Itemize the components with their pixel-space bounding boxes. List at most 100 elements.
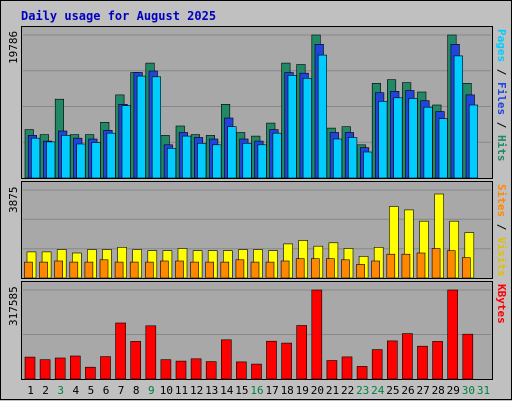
bar-kbytes-day-13 <box>205 361 217 380</box>
x-tick-label: 23 <box>356 384 369 397</box>
legend-part: / <box>495 115 508 135</box>
bar-sites-day-24 <box>371 260 381 279</box>
bar-pages-day-1 <box>31 137 41 179</box>
bar-sites-day-20 <box>310 258 320 279</box>
bar-sites-day-27 <box>416 252 426 279</box>
bar-sites-day-7 <box>114 261 124 279</box>
x-tick-label: 10 <box>160 384 173 397</box>
legend-part: Hits <box>495 135 508 162</box>
bar-kbytes-day-28 <box>432 341 443 380</box>
bar-pages-day-19 <box>302 78 312 179</box>
bar-kbytes-day-15 <box>236 361 247 380</box>
bar-kbytes-day-10 <box>160 359 172 380</box>
bar-sites-day-8 <box>129 261 139 279</box>
bar-pages-day-15 <box>242 143 252 179</box>
bar-pages-day-17 <box>272 132 282 179</box>
bar-kbytes-day-29 <box>447 289 459 380</box>
bar-kbytes-day-2 <box>39 359 51 380</box>
bar-pages-day-8 <box>136 75 146 179</box>
x-tick-label: 13 <box>205 384 218 397</box>
bar-kbytes-day-16 <box>251 363 262 380</box>
hits-legend-label: Pages / Files / Hits <box>495 29 508 162</box>
bar-sites-day-15 <box>235 259 245 279</box>
bar-kbytes-day-1 <box>24 356 36 380</box>
bar-pages-day-14 <box>227 126 237 179</box>
x-tick-label: 25 <box>386 384 399 397</box>
bar-pages-day-20 <box>317 54 328 179</box>
bar-pages-day-3 <box>61 135 71 179</box>
bar-pages-day-25 <box>393 97 403 179</box>
bar-pages-day-4 <box>76 143 86 179</box>
bar-kbytes-day-18 <box>281 342 292 380</box>
x-tick-label: 22 <box>341 384 354 397</box>
x-tick-label: 15 <box>235 384 248 397</box>
bar-pages-day-30 <box>468 104 479 179</box>
bar-sites-day-5 <box>84 261 94 279</box>
bar-pages-day-2 <box>46 141 56 179</box>
legend-part: Visits <box>495 237 508 277</box>
bar-kbytes-day-6 <box>100 356 111 380</box>
bar-pages-day-22 <box>348 137 358 179</box>
bar-sites-day-14 <box>220 261 230 279</box>
bar-pages-day-12 <box>197 143 207 179</box>
bar-pages-day-16 <box>257 144 267 179</box>
x-tick-label: 5 <box>88 384 95 397</box>
x-tick-label: 9 <box>148 384 155 397</box>
hits-ymax-label: 19786 <box>7 30 20 64</box>
bar-sites-day-12 <box>190 261 199 279</box>
bar-kbytes-day-25 <box>386 340 398 380</box>
chart-title: Daily usage for August 2025 <box>21 9 217 23</box>
bar-sites-day-23 <box>356 264 365 279</box>
bar-kbytes-day-7 <box>115 322 126 380</box>
x-tick-label: 12 <box>190 384 203 397</box>
bar-kbytes-day-27 <box>417 345 428 380</box>
bar-kbytes-day-24 <box>371 349 383 380</box>
bar-sites-day-16 <box>250 261 260 279</box>
legend-part: / <box>495 62 508 82</box>
bar-sites-day-4 <box>69 261 79 279</box>
bar-sites-day-25 <box>386 253 396 279</box>
bar-sites-day-28 <box>431 248 441 279</box>
x-tick-label: 27 <box>416 384 429 397</box>
bar-pages-day-23 <box>363 151 373 179</box>
x-tick-label: 17 <box>265 384 278 397</box>
x-tick-label: 11 <box>175 384 188 397</box>
bar-pages-day-26 <box>408 98 418 179</box>
x-tick-label: 24 <box>371 384 385 397</box>
legend-part: Sites <box>495 184 508 218</box>
bar-pages-day-29 <box>453 55 463 179</box>
bar-kbytes-day-8 <box>130 341 141 380</box>
bar-sites-day-9 <box>145 261 154 279</box>
bar-sites-day-18 <box>280 260 290 279</box>
bar-sites-day-17 <box>265 261 275 279</box>
bar-pages-day-21 <box>332 138 343 179</box>
x-tick-label: 7 <box>118 384 125 397</box>
bar-kbytes-day-11 <box>175 360 187 380</box>
x-tick-label: 28 <box>432 384 445 397</box>
legend-part: / <box>495 217 508 237</box>
x-tick-label: 31 <box>477 384 490 397</box>
bar-pages-day-24 <box>378 101 388 179</box>
x-tick-label: 14 <box>220 384 234 397</box>
bar-kbytes-day-30 <box>462 333 474 380</box>
x-tick-label: 19 <box>296 384 309 397</box>
bar-sites-day-2 <box>39 261 48 279</box>
bar-pages-day-18 <box>287 75 297 179</box>
bar-sites-day-10 <box>160 260 169 279</box>
bar-sites-day-19 <box>295 258 305 279</box>
bar-pages-day-9 <box>151 76 161 179</box>
x-tick-label: 1 <box>27 384 34 397</box>
bar-kbytes-day-23 <box>356 366 368 380</box>
x-tick-label: 29 <box>447 384 460 397</box>
visits-legend-label: Sites / Visits <box>495 184 508 277</box>
kbytes-legend-label: KBytes <box>495 284 508 324</box>
x-tick-label: 8 <box>133 384 140 397</box>
bar-sites-day-26 <box>401 253 411 279</box>
bar-kbytes-day-4 <box>70 355 81 380</box>
bar-sites-day-13 <box>205 261 214 279</box>
x-tick-label: 16 <box>250 384 263 397</box>
bar-pages-day-6 <box>106 132 116 179</box>
bar-kbytes-day-17 <box>266 340 277 380</box>
